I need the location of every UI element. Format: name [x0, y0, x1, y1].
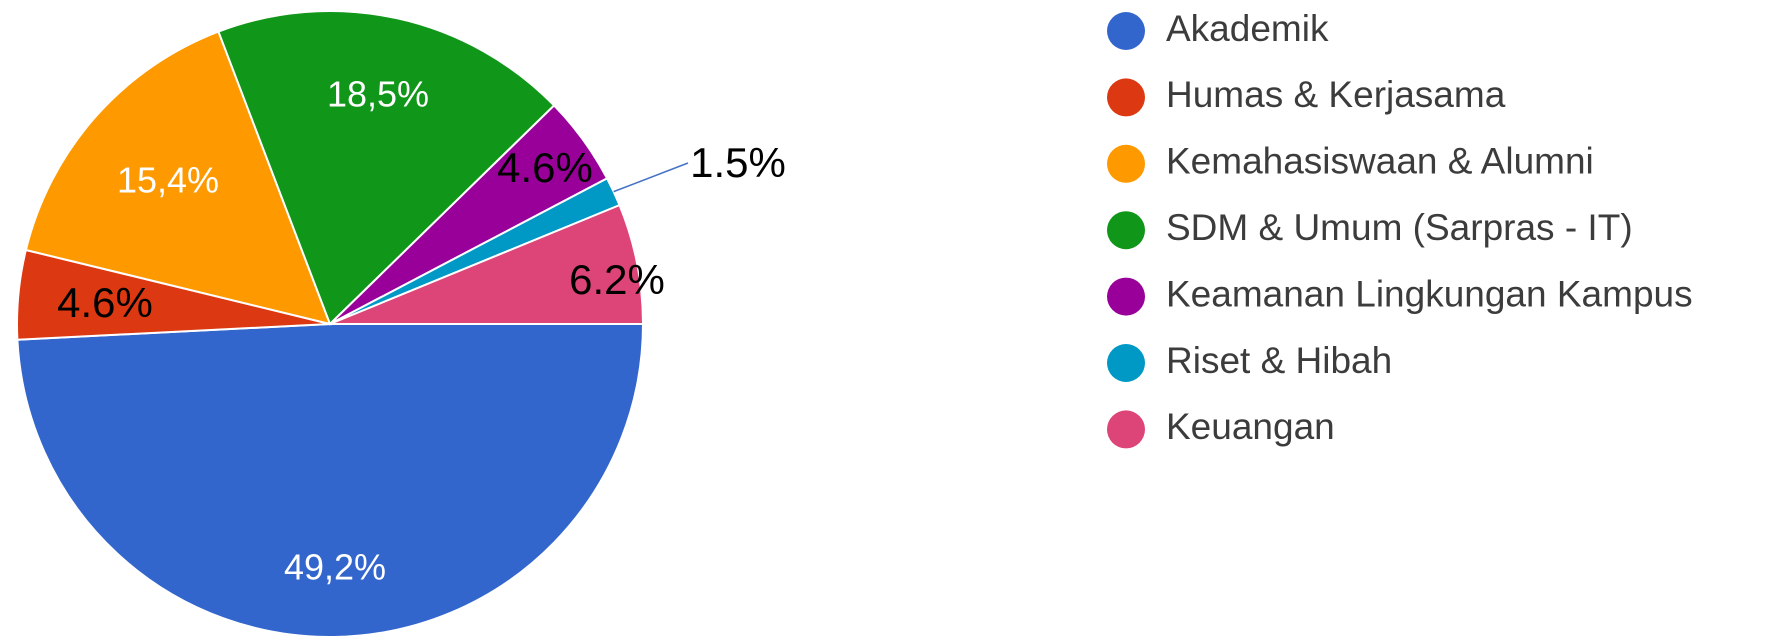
data-label: 6.2% — [569, 256, 665, 303]
legend-label: Akademik — [1166, 8, 1329, 49]
legend-swatch — [1107, 12, 1145, 50]
legend-label: Keamanan Lingkungan Kampus — [1166, 273, 1693, 314]
legend-swatch — [1107, 144, 1145, 183]
data-label: 18,5% — [327, 74, 429, 115]
data-label: 15,4% — [117, 160, 219, 201]
legend-label: Riset & Hibah — [1166, 340, 1392, 381]
legend-label: SDM & Umum (Sarpras - IT) — [1166, 207, 1633, 248]
data-label: 49,2% — [284, 547, 386, 588]
legend-swatch — [1107, 211, 1145, 250]
pie-slice — [217, 10, 556, 326]
data-label: 4.6% — [57, 279, 153, 326]
legend-swatch — [1107, 78, 1145, 117]
pie-slice — [329, 203, 645, 325]
legend-swatch — [1107, 277, 1145, 316]
data-label: 4.6% — [497, 144, 593, 191]
pie-slice — [24, 30, 332, 326]
legend-label: Keuangan — [1166, 406, 1335, 447]
legend-label: Humas & Kerjasama — [1166, 74, 1506, 115]
legend-swatch — [1107, 344, 1145, 382]
legend-swatch — [1107, 410, 1145, 449]
data-label: 1.5% — [690, 139, 786, 186]
pie-slice — [16, 323, 645, 636]
legend-label: Kemahasiswaan & Alumni — [1166, 141, 1594, 182]
leader-line — [613, 162, 689, 193]
